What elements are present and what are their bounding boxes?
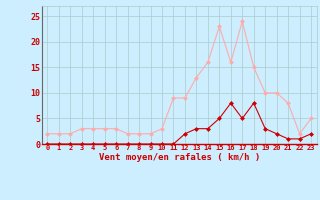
X-axis label: Vent moyen/en rafales ( km/h ): Vent moyen/en rafales ( km/h ) bbox=[99, 153, 260, 162]
